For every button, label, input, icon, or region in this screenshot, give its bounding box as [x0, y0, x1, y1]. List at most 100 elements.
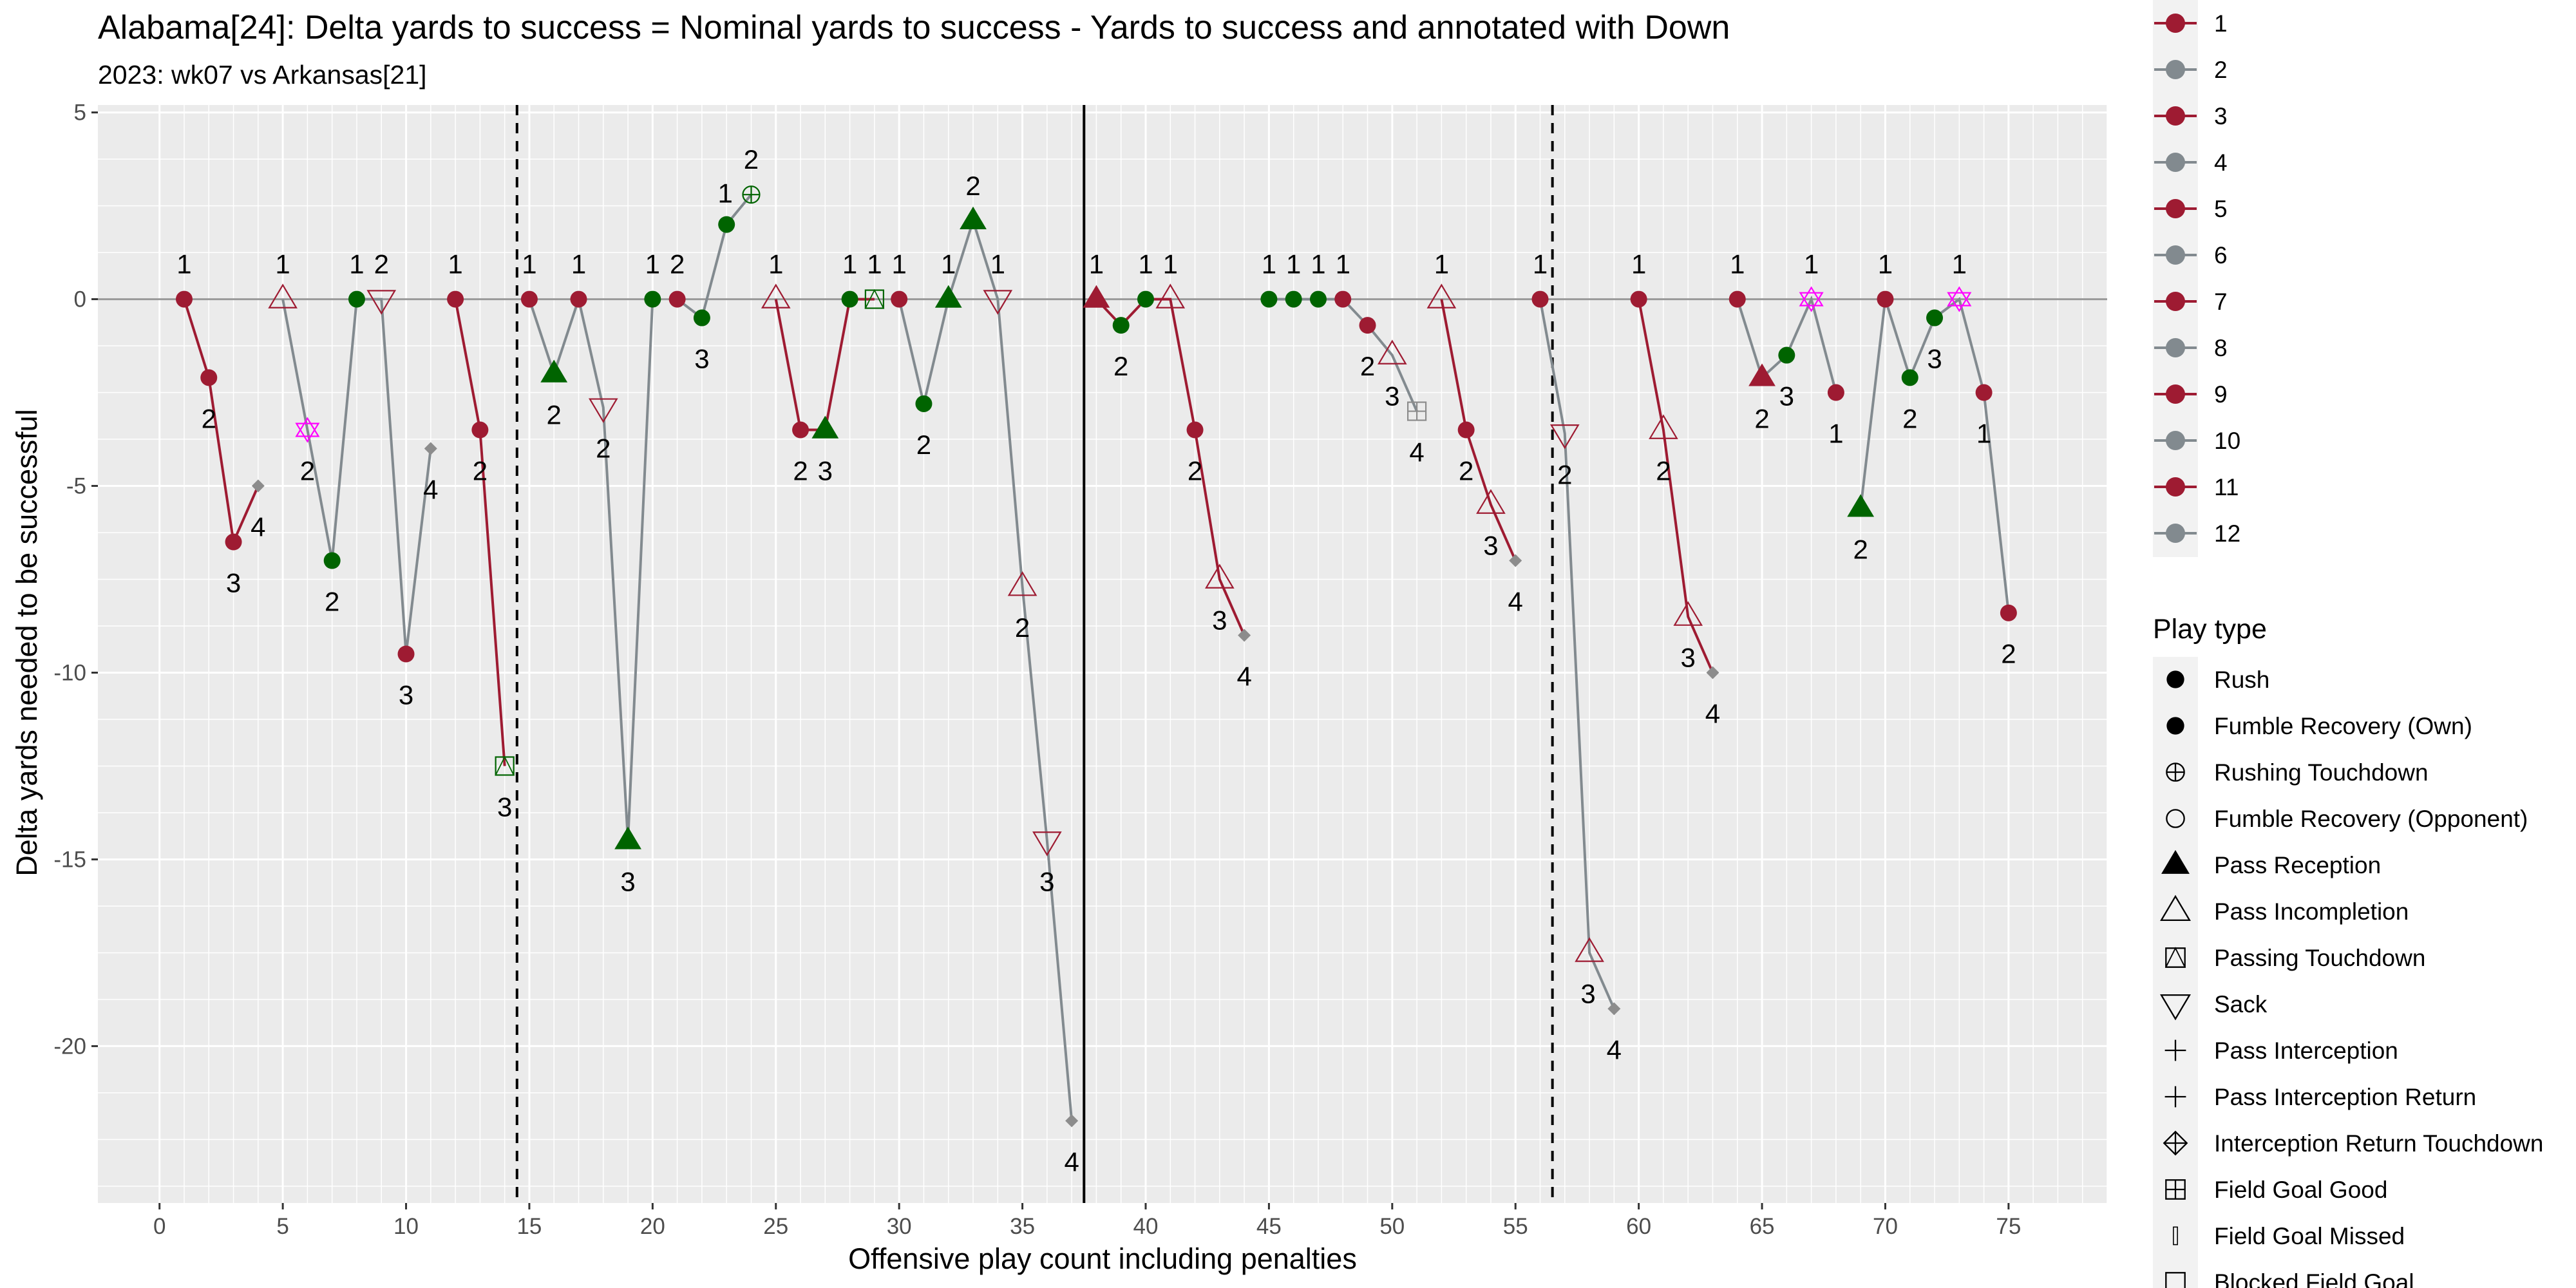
down-label: 3 [497, 791, 512, 822]
x-tick-label: 50 [1379, 1214, 1405, 1239]
y-tick-label: -5 [66, 474, 86, 499]
play-type-legend-label: Interception Return Touchdown [2214, 1130, 2543, 1157]
x-tick-label: 60 [1626, 1214, 1651, 1239]
data-point [668, 290, 686, 308]
y-axis-label: Delta yards needed to be successful [10, 409, 43, 876]
data-point [1406, 401, 1427, 421]
down-label: 1 [1262, 249, 1276, 279]
down-label: 1 [1533, 249, 1548, 279]
drive-line [528, 294, 654, 841]
drive-legend-label: 8 [2214, 335, 2228, 361]
play-type-legend-key [2161, 849, 2190, 874]
down-label: 2 [300, 456, 315, 486]
data-point [1334, 290, 1352, 308]
data-point [614, 826, 641, 849]
data-point [1799, 286, 1824, 312]
data-point [1083, 285, 1110, 308]
down-label: 1 [448, 249, 462, 279]
data-point [1509, 554, 1522, 567]
down-label: 3 [226, 568, 241, 598]
drive-legend-label: 10 [2214, 428, 2240, 454]
data-point [1649, 414, 1678, 439]
data-point [495, 755, 515, 776]
data-point [934, 285, 962, 308]
drive-legend-label: 1 [2214, 10, 2228, 37]
down-label: 2 [1459, 456, 1473, 486]
data-point [792, 421, 810, 439]
drive-legend-label: 12 [2214, 520, 2240, 547]
down-label: 4 [251, 512, 265, 542]
play-type-legend-item: Blocked Field Goal [2165, 1269, 2414, 1288]
down-label: 2 [965, 171, 980, 201]
down-label: 3 [399, 680, 413, 710]
down-label: 3 [1039, 866, 1054, 896]
drive-legend-item: 11 [2154, 474, 2239, 500]
data-point [1155, 283, 1186, 308]
drive-legend-key [2166, 60, 2185, 79]
play-type-legend-key [2163, 1130, 2188, 1156]
data-point [2000, 604, 2017, 621]
play-type-legend-key [2164, 1086, 2186, 1108]
down-label: 1 [941, 249, 956, 279]
data-point [366, 290, 397, 315]
y-tick-label: 0 [74, 287, 86, 312]
data-point [841, 290, 858, 308]
drive-line [1440, 299, 1517, 562]
drive-legend-item: 10 [2154, 428, 2240, 454]
down-label: 2 [744, 144, 759, 175]
data-point [1285, 290, 1302, 308]
data-point [1630, 290, 1647, 308]
play-type-legend-title: Play type [2153, 614, 2267, 645]
down-label: 1 [1631, 249, 1646, 279]
play-type-legend-label: Pass Reception [2214, 852, 2381, 878]
drive-legend-background [2153, 0, 2198, 557]
down-label: 3 [818, 456, 833, 486]
play-type-legend-key [2173, 1226, 2178, 1245]
down-label: 4 [1508, 587, 1523, 617]
play-type-legend-item: Field Goal Good [2165, 1177, 2387, 1203]
down-label: 1 [867, 249, 882, 279]
drive-legend-label: 6 [2214, 242, 2228, 269]
down-label: 2 [2001, 639, 2016, 669]
drive-legend-item: 9 [2154, 381, 2228, 408]
play-type-legend-item: Sack [2160, 991, 2268, 1021]
drive-legend-label: 7 [2214, 289, 2228, 315]
drive-legend-key [2166, 292, 2185, 311]
play-type-legend-label: Sack [2214, 991, 2268, 1018]
drive-legend-item: 5 [2154, 196, 2228, 222]
data-point [1847, 494, 1875, 517]
x-tick-label: 5 [276, 1214, 289, 1239]
data-point [1549, 424, 1580, 450]
data-point [983, 290, 1013, 315]
down-label: 2 [596, 433, 611, 464]
drive-line [898, 216, 1074, 1121]
drive-legend-label: 5 [2214, 196, 2228, 222]
y-tick-label: -20 [53, 1034, 86, 1059]
data-point [693, 309, 710, 327]
data-point [1238, 629, 1251, 642]
drive-legend-key [2166, 477, 2185, 497]
drive-line [183, 298, 260, 547]
data-point [1007, 571, 1037, 596]
x-tick-label: 40 [1133, 1214, 1159, 1239]
play-type-legend-label: Field Goal Good [2214, 1177, 2387, 1203]
play-type-legend-key [2164, 947, 2186, 968]
x-axis-label: Offensive play count including penalties [848, 1242, 1357, 1275]
drive-legend-item: 1 [2154, 10, 2228, 37]
drive-legend-item: 12 [2154, 520, 2240, 547]
chart-subtitle: 2023: wk07 vs Arkansas[21] [98, 60, 427, 90]
down-label: 1 [1089, 249, 1104, 279]
play-type-legend-item: Passing Touchdown [2164, 945, 2425, 971]
data-point [251, 479, 265, 493]
x-tick-label: 25 [763, 1214, 788, 1239]
data-point [644, 290, 661, 308]
drive-legend-key [2166, 245, 2185, 265]
data-point [1112, 317, 1130, 334]
down-label: 2 [1902, 403, 1917, 433]
down-label: 2 [1754, 403, 1769, 433]
play-type-legend-label: Passing Touchdown [2214, 945, 2425, 971]
data-point [268, 283, 298, 308]
drive-legend-item: 2 [2154, 57, 2228, 83]
data-point [1309, 290, 1327, 308]
play-type-legend-label: Rushing Touchdown [2214, 759, 2429, 786]
